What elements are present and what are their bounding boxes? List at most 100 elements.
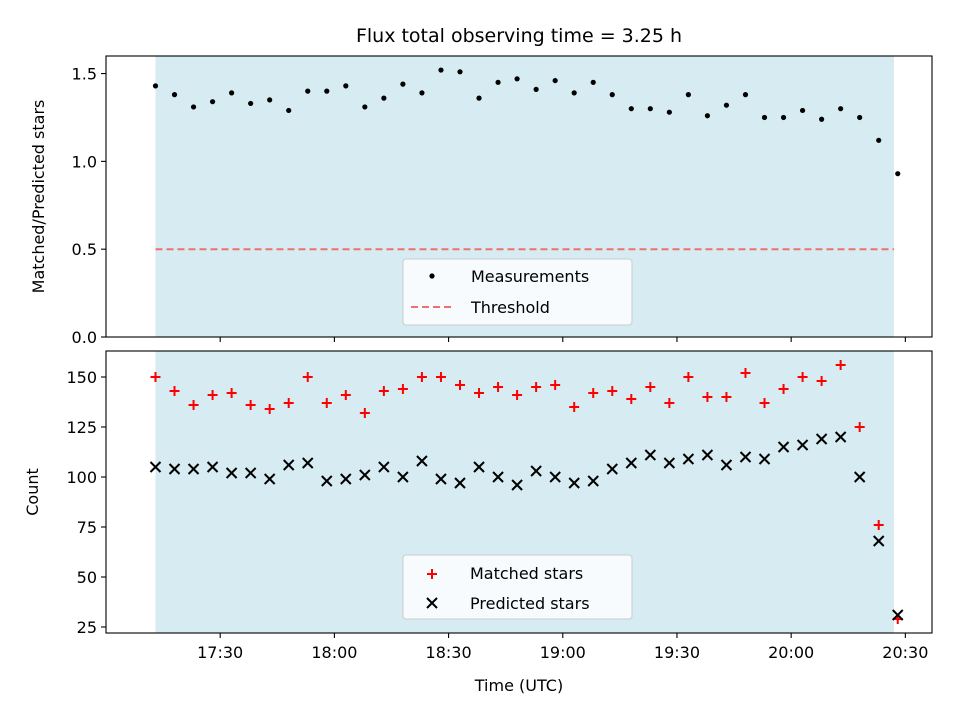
- ratio-y-ticks: 0.0 0.5 1.0 1.5: [72, 65, 106, 347]
- count-x-tick-label: 17:30: [197, 643, 243, 662]
- ratio-y-tick-label: 1.5: [72, 65, 97, 84]
- predicted-star-point: [892, 609, 904, 621]
- measurement-point: [552, 77, 558, 84]
- count-x-tick-label: 19:00: [540, 643, 586, 662]
- predicted-star-point: [378, 461, 390, 473]
- matched-star-point: [378, 386, 389, 396]
- matched-star-point: [683, 372, 694, 382]
- measurement-point: [190, 104, 197, 110]
- predicted-star-point: [244, 467, 257, 479]
- predicted-star-point: [187, 463, 200, 475]
- legend-threshold-label: Threshold: [470, 298, 550, 317]
- predicted-star-point: [492, 471, 504, 483]
- matched-star-point: [169, 386, 180, 396]
- matched-star-point: [321, 398, 332, 408]
- ratio-legend: Measurements Threshold: [402, 258, 633, 326]
- predicted-star-point: [663, 457, 676, 469]
- count-y-tick-label: 50: [77, 568, 97, 587]
- measurement-point: [495, 79, 501, 85]
- matched-star-point: [359, 408, 370, 418]
- legend-plus-glyph: [427, 569, 437, 579]
- matched-star-point: [778, 384, 789, 394]
- measurement-point: [381, 95, 387, 101]
- predicted-star-point: [321, 475, 333, 487]
- measurement-point: [400, 81, 406, 87]
- count-legend: Matched stars Predicted stars: [402, 554, 633, 620]
- ratio-x-ticks: [219, 337, 906, 342]
- predicted-star-point: [206, 461, 219, 473]
- count-y-tick-label: 150: [66, 368, 97, 387]
- measurement-point: [895, 171, 901, 177]
- predicted-star-point: [720, 459, 733, 471]
- matched-star-point: [645, 382, 656, 392]
- measurement-point: [876, 137, 882, 143]
- predicted-star-point: [606, 463, 618, 475]
- matched-star-point: [835, 360, 846, 370]
- measurement-point: [476, 95, 482, 101]
- matched-star-point: [435, 372, 446, 382]
- count-x-tick-label: 20:00: [768, 643, 814, 662]
- chart-title: Flux total observing time = 3.25 h: [356, 25, 682, 47]
- predicted-star-point: [549, 471, 561, 483]
- count-panel: 25 50 75 100 125 150 17:30 18:00 18:30 19:00 19:3…: [23, 350, 933, 695]
- count-y-ticks: 25 50 75 100 125 150: [66, 368, 106, 637]
- measurement-point: [305, 88, 311, 94]
- matched-star-point: [664, 398, 675, 408]
- matched-star-point: [797, 372, 808, 382]
- count-y-tick-label: 25: [77, 618, 97, 637]
- matched-star-point: [340, 390, 351, 400]
- matched-star-point: [588, 388, 599, 398]
- measurement-point: [838, 106, 844, 112]
- predicted-star-point: [644, 449, 657, 461]
- predicted-star-point: [777, 441, 790, 453]
- measurement-point: [343, 83, 349, 89]
- measurement-point: [857, 114, 863, 121]
- predicted-star-point: [511, 479, 523, 491]
- predicted-star-point: [435, 473, 447, 485]
- ratio-panel: 0.0 0.5 1.0 1.5 Flux total observing time =…: [29, 25, 933, 347]
- measurement-point: [571, 90, 577, 96]
- count-legend-box: [402, 554, 633, 620]
- matched-star-point: [455, 380, 465, 390]
- matched-star-point: [264, 404, 275, 414]
- count-y-tick-label: 100: [66, 468, 97, 487]
- matched-star-point: [721, 392, 732, 402]
- matched-star-point: [207, 390, 218, 400]
- measurement-point: [419, 90, 425, 96]
- predicted-star-point: [701, 449, 714, 461]
- measurement-point: [209, 99, 216, 105]
- matched-star-point: [873, 520, 884, 530]
- measurement-point: [533, 86, 539, 92]
- measurement-point: [514, 76, 520, 82]
- legend-cross-glyph: [426, 597, 438, 609]
- predicted-star-point: [397, 471, 409, 483]
- predicted-star-point: [283, 459, 295, 471]
- measurement-point: [152, 83, 159, 89]
- count-y-tick-label: 75: [77, 518, 97, 537]
- measurement-point: [704, 113, 711, 119]
- legend-measurements-label: Measurements: [471, 267, 589, 286]
- ratio-panel-frame: [105, 55, 933, 338]
- measurement-point: [742, 92, 749, 98]
- count-y-tick-label: 125: [66, 418, 97, 437]
- predicted-star-point: [168, 463, 181, 475]
- predicted-star-point: [834, 431, 847, 443]
- legend-matched-marker: [427, 569, 437, 579]
- predicted-star-point: [796, 439, 809, 451]
- measurement-point: [267, 97, 273, 103]
- matched-star-point: [702, 392, 713, 402]
- measurement-point: [666, 109, 672, 115]
- measurement-point: [628, 106, 634, 112]
- matched-star-point: [531, 382, 542, 392]
- legend-matched-label: Matched stars: [470, 564, 583, 583]
- count-panel-frame: [105, 350, 933, 634]
- predicted-star-point: [359, 469, 371, 481]
- predicted-star-point: [302, 457, 314, 469]
- measurement-point: [457, 69, 463, 75]
- matched-star-point: [283, 398, 294, 408]
- measurement-point: [647, 106, 653, 112]
- count-x-tick-label: 20:30: [882, 643, 928, 662]
- ratio-y-axis-label: Matched/Predicted stars: [29, 100, 48, 294]
- legend-predicted-label: Predicted stars: [470, 594, 590, 613]
- matched-star-point: [493, 382, 504, 392]
